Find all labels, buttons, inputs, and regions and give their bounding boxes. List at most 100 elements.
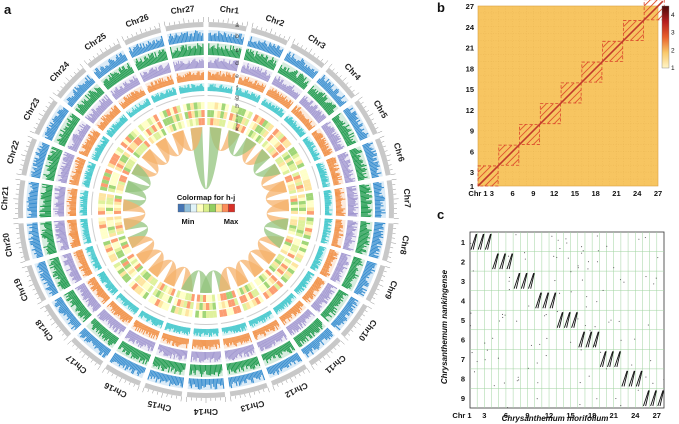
tick-mark [45, 105, 49, 108]
synteny-segment [544, 292, 550, 309]
heatmap-cell-h [119, 270, 128, 278]
synteny-segment [492, 253, 499, 270]
track-c-bars [349, 148, 368, 181]
tick-mark [389, 251, 393, 253]
heatmap-cell-h [268, 287, 276, 296]
paralog-diagonal [643, 0, 658, 14]
paralog-diagonal [602, 40, 617, 55]
y-tick-label: 12 [466, 106, 474, 115]
noise-dot [565, 238, 567, 240]
heatmap-cell-j [288, 227, 297, 233]
tick-mark [370, 301, 375, 305]
track-f-bars [207, 83, 233, 94]
tick-mark [256, 25, 258, 29]
synteny-segment [506, 253, 513, 270]
x-tick-label: Chr 1 [468, 189, 487, 198]
x-tick-label: 12 [550, 189, 558, 198]
noise-dot [645, 376, 647, 378]
synteny-segment [515, 273, 521, 289]
legend-swatch [190, 203, 198, 213]
heatmap-cell-h [100, 230, 108, 236]
paralog-diagonal [512, 158, 520, 166]
track-c-bars [75, 87, 105, 116]
track-e-bars [237, 77, 266, 93]
heatmap-cell-h [232, 306, 239, 315]
track-b-bars [353, 260, 377, 297]
tick-mark [25, 270, 29, 273]
synteny-segment [638, 370, 643, 387]
heatmap-cell-i [280, 262, 289, 270]
tick-mark [166, 393, 168, 397]
track-d-bars [310, 282, 338, 312]
heatmap-cell-i [288, 249, 297, 256]
heatmap-cell-j [199, 294, 204, 302]
heatmap-x-axis: Chr 1 3 6 9 12 15 18 21 24 27 [468, 189, 662, 198]
heatmap-cell-h [123, 275, 132, 284]
heatmap-cell-h [181, 308, 187, 316]
heatmap-cell-j [139, 269, 148, 277]
heatmap-cell-i [127, 268, 136, 276]
heatmap-cell-j [289, 224, 297, 230]
paralog-diagonal [567, 89, 582, 104]
track-f-bars [82, 161, 97, 188]
heatmap-cell-i [155, 290, 162, 298]
track-g [220, 317, 244, 325]
heatmap-cell-h [160, 301, 167, 310]
noise-dot [528, 305, 530, 307]
tick-mark [253, 391, 255, 395]
ideogram-track [290, 43, 325, 69]
heatmap-cell-h [176, 105, 182, 113]
heatmap-cell-j [281, 246, 290, 253]
track-d-bars [190, 351, 222, 363]
heatmap-cell-j [238, 287, 245, 295]
heatmap-cell-i [239, 295, 245, 304]
synteny-segment [549, 292, 556, 309]
tick-mark [63, 82, 67, 85]
heatmap-cell-h [224, 103, 230, 112]
x-tick-label: 6 [511, 189, 515, 198]
track-c-bars [189, 364, 223, 377]
track-d-bars [298, 95, 327, 124]
heatmap-cell-j [286, 235, 294, 241]
tick-mark [352, 89, 355, 93]
tick-mark [290, 377, 293, 383]
heatmap-cell-h [189, 102, 195, 111]
heatmap-cell-h [101, 179, 110, 185]
heatmap-cell-i [278, 265, 287, 273]
noise-dot [579, 404, 581, 406]
heatmap-cell-j [120, 240, 128, 247]
heatmap-cell-h [206, 310, 210, 318]
paralog-diagonal [519, 124, 527, 131]
noise-dot [527, 367, 529, 369]
heatmap-cell-j [134, 149, 143, 157]
tick-mark [21, 266, 27, 269]
y-tick-label: 9 [470, 127, 474, 136]
track-d-bars [346, 185, 359, 217]
track-c-bars [331, 113, 357, 147]
heatmap-cell-j [231, 290, 237, 298]
heatmap-cell-h [207, 102, 212, 110]
heatmap-cell-h [136, 287, 144, 296]
x-tick-label: 15 [571, 189, 579, 198]
synteny-segment [635, 370, 642, 387]
heatmap-cell-j [147, 136, 155, 145]
heatmap-cell-i [128, 143, 137, 151]
heatmap-cell-h [105, 246, 114, 253]
heatmap-cell-h [184, 309, 190, 317]
synteny-segment [621, 370, 628, 387]
tick-mark [36, 297, 40, 300]
homolog-block [498, 144, 520, 166]
track-f-bars [178, 83, 205, 94]
heatmap-cell-j [290, 219, 298, 223]
track-e-bars [147, 75, 175, 94]
tick-mark [65, 77, 70, 82]
noise-dot [620, 405, 622, 407]
tick-mark [183, 18, 185, 24]
chromosome-ticks [29, 96, 54, 134]
noise-dot [503, 382, 505, 384]
tick-mark [180, 396, 182, 402]
heatmap-cell-i [202, 302, 206, 310]
tick-mark [26, 275, 30, 277]
track-letter-i: i [236, 112, 237, 119]
tick-mark [379, 135, 385, 139]
